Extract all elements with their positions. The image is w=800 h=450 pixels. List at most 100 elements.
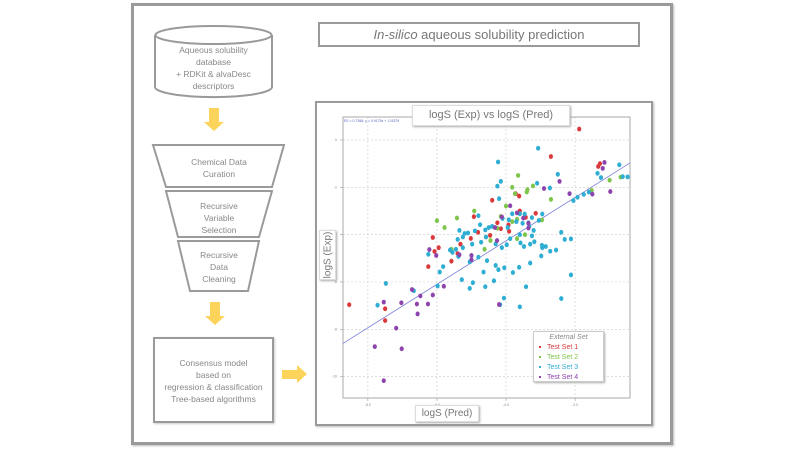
regression-line <box>343 162 630 344</box>
data-point-test-set-3 <box>437 269 442 275</box>
data-point-test-set-3 <box>625 174 630 180</box>
data-point-test-set-3 <box>495 159 501 165</box>
arrow-down-icon <box>204 108 224 131</box>
y-tick-label: 0 <box>335 138 337 142</box>
x-axis-label: logS (Pred) <box>415 405 479 422</box>
chart-title: logS (Exp) vs logS (Pred) <box>412 105 570 126</box>
data-point-test-set-4 <box>492 225 498 230</box>
data-point-test-set-1 <box>383 318 388 323</box>
data-point-test-set-4 <box>469 253 474 258</box>
data-point-test-set-2 <box>454 215 460 221</box>
funnel-label-line: Curation <box>202 169 236 179</box>
data-point-test-set-3 <box>536 218 541 223</box>
x-tick-label: -4.0 <box>503 403 509 407</box>
funnel-label-line: Variable <box>203 213 235 223</box>
data-point-test-set-3 <box>595 170 600 176</box>
data-point-test-set-2 <box>530 183 536 189</box>
database-label: Aqueous solubility database + RDKit & al… <box>154 44 273 92</box>
data-point-test-set-1 <box>533 210 538 216</box>
data-point-test-set-3 <box>467 285 472 291</box>
data-point-test-set-3 <box>453 246 459 252</box>
data-point-test-set-3 <box>522 211 527 217</box>
page-title: In-silico aqueous solubility prediction <box>318 22 640 47</box>
funnel-stage-variable-selection <box>164 190 274 238</box>
data-point-test-set-3 <box>483 284 488 290</box>
consensus-label-line: Consensus model <box>179 358 248 368</box>
legend-marker <box>539 356 541 359</box>
data-point-test-set-4 <box>508 203 513 209</box>
data-point-test-set-4 <box>567 191 572 197</box>
data-point-test-set-3 <box>504 242 509 248</box>
data-point-test-set-2 <box>442 225 447 230</box>
data-point-test-set-3 <box>501 295 507 301</box>
data-point-test-set-1 <box>488 232 493 238</box>
data-point-test-set-4 <box>414 301 420 307</box>
data-point-test-set-4 <box>557 178 562 184</box>
data-point-test-set-3 <box>478 222 483 228</box>
data-point-test-set-1 <box>468 236 473 241</box>
data-point-test-set-1 <box>517 193 522 199</box>
data-point-test-set-4 <box>499 214 504 220</box>
data-point-test-set-4 <box>541 186 547 191</box>
legend-label: Test Set 3 <box>547 364 579 371</box>
data-point-test-set-4 <box>430 292 435 298</box>
y-tick-label: -6 <box>334 280 337 284</box>
data-point-test-set-3 <box>548 248 553 254</box>
y-tick-label: -2 <box>334 185 337 189</box>
data-point-test-set-3 <box>528 241 533 247</box>
data-point-test-set-4 <box>600 165 605 171</box>
data-point-test-set-4 <box>590 191 595 197</box>
data-point-test-set-3 <box>517 304 522 310</box>
data-point-test-set-3 <box>472 228 478 234</box>
legend-item-test-set-1: Test Set 1 <box>534 343 603 353</box>
funnel-label-line: Recursive <box>200 201 238 211</box>
arrow-down-icon <box>205 302 225 325</box>
data-point-test-set-3 <box>555 171 560 177</box>
data-point-test-set-3 <box>540 211 545 217</box>
data-point-test-set-3 <box>559 296 564 301</box>
data-point-test-set-3 <box>531 227 536 233</box>
data-point-test-set-4 <box>608 189 613 194</box>
data-point-test-set-4 <box>441 283 446 289</box>
legend-label: Test Set 4 <box>547 374 579 381</box>
legend-marker <box>539 346 541 349</box>
x-tick-label: -2.0 <box>572 403 578 407</box>
data-point-test-set-3 <box>493 263 498 268</box>
data-point-test-set-1 <box>495 220 500 226</box>
data-point-test-set-3 <box>465 230 471 236</box>
data-point-test-set-1 <box>471 214 476 220</box>
funnel-label-line: Cleaning <box>202 274 236 284</box>
funnel-stage-data-cleaning <box>176 240 261 292</box>
data-point-test-set-3 <box>498 178 503 184</box>
data-point-test-set-3 <box>518 240 523 246</box>
data-point-test-set-3 <box>598 175 604 181</box>
funnel-label-curation: Chemical Data Curation <box>165 156 273 180</box>
data-point-test-set-1 <box>436 245 441 251</box>
data-point-test-set-1 <box>498 226 503 232</box>
legend-item-test-set-2: Test Set 2 <box>534 353 603 363</box>
data-point-test-set-2 <box>482 246 487 252</box>
data-point-test-set-2 <box>607 177 612 183</box>
x-tick-label: -8.0 <box>365 403 371 407</box>
data-point-test-set-3 <box>521 244 527 249</box>
consensus-label-line: Tree-based algorithms <box>171 394 256 404</box>
data-point-test-set-3 <box>553 247 559 253</box>
funnel-label-line: Data <box>210 262 228 272</box>
legend-label: Test Set 1 <box>547 344 579 351</box>
data-point-test-set-3 <box>559 229 564 235</box>
funnel-label-line: Chemical Data <box>191 157 247 167</box>
data-point-test-set-4 <box>602 160 607 165</box>
data-point-test-set-3 <box>383 281 388 286</box>
data-point-test-set-2 <box>522 232 528 238</box>
legend-label: Test Set 2 <box>547 354 579 361</box>
data-point-test-set-4 <box>497 302 502 307</box>
data-point-test-set-4 <box>434 253 439 258</box>
funnel-label-line: Recursive <box>200 250 238 260</box>
data-point-test-set-3 <box>523 284 529 290</box>
data-point-test-set-3 <box>520 220 525 226</box>
data-point-test-set-3 <box>483 227 488 233</box>
data-point-test-set-3 <box>534 180 540 186</box>
data-point-test-set-3 <box>539 253 544 259</box>
data-point-test-set-3 <box>484 258 490 264</box>
data-point-test-set-1 <box>458 241 463 247</box>
